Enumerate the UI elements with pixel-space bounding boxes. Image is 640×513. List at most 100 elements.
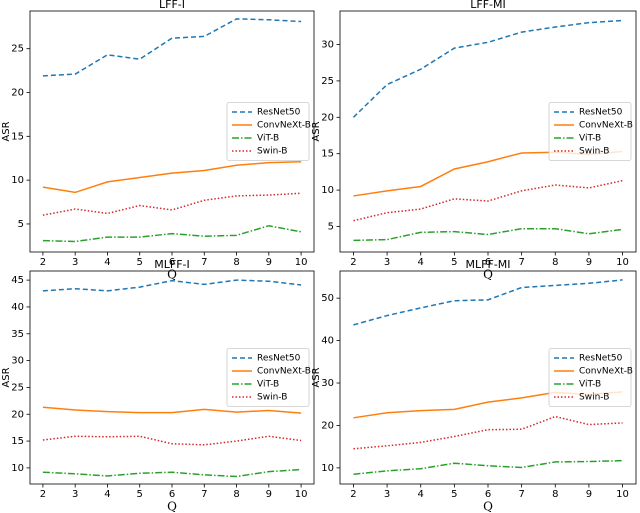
series-line: [353, 279, 623, 326]
legend-box: [548, 102, 632, 161]
x-tick-label: 5: [137, 257, 143, 268]
x-axis-label: Q: [483, 268, 493, 282]
x-tick-label: 10: [295, 489, 308, 500]
y-tick-label: 15: [321, 149, 334, 160]
legend-label: ResNet50: [257, 108, 301, 118]
series-line: [353, 227, 623, 242]
x-tick-label: 9: [586, 489, 592, 500]
y-tick-label: 40: [321, 336, 334, 347]
y-tick-label: 30: [11, 356, 24, 367]
y-axis-label: ASR: [311, 121, 322, 141]
legend-box: [548, 348, 632, 407]
x-tick-label: 7: [518, 489, 524, 500]
x-tick-label: 8: [233, 257, 239, 268]
legend-label: ResNet50: [579, 354, 623, 364]
legend-label: ConvNeXt-B: [257, 121, 311, 131]
x-tick-label: 4: [104, 489, 110, 500]
legend-label: Swin-B: [579, 147, 609, 157]
x-tick-label: 3: [384, 489, 390, 500]
x-tick-label: 10: [616, 257, 629, 268]
series-line: [42, 435, 302, 446]
x-tick-label: 6: [169, 257, 175, 268]
y-tick-label: 20: [11, 88, 24, 99]
x-tick-label: 10: [616, 489, 629, 500]
y-axis-label: ASR: [311, 367, 322, 387]
x-tick-label: 6: [169, 489, 175, 500]
y-tick-label: 20: [321, 112, 334, 123]
chart-title: MLFF-MI: [466, 258, 511, 271]
plot-frame: [339, 270, 637, 485]
x-axis-label: Q: [167, 500, 177, 513]
x-tick-label: 3: [72, 489, 78, 500]
legend-label: ViT-B: [579, 134, 601, 144]
y-tick-label: 40: [11, 302, 24, 313]
y-tick-label: 15: [11, 436, 24, 447]
x-tick-label: 3: [72, 257, 78, 268]
x-tick-label: 7: [518, 257, 524, 268]
x-tick-label: 2: [350, 257, 356, 268]
x-tick-label: 5: [451, 489, 457, 500]
series-line: [353, 179, 623, 222]
x-tick-label: 4: [418, 257, 424, 268]
series-line: [42, 160, 302, 194]
x-axis-label: Q: [167, 268, 177, 282]
y-tick-label: 10: [11, 175, 24, 186]
y-tick-label: 25: [321, 76, 334, 87]
legend-label: ResNet50: [257, 354, 301, 364]
x-tick-label: 8: [233, 489, 239, 500]
y-tick-label: 50: [321, 293, 334, 304]
legend-label: ConvNeXt-B: [579, 367, 633, 377]
series-line: [42, 224, 302, 243]
x-tick-label: 6: [485, 489, 491, 500]
y-tick-label: 15: [11, 131, 24, 142]
x-tick-label: 8: [552, 257, 558, 268]
x-tick-label: 4: [418, 489, 424, 500]
legend-box: [226, 102, 310, 161]
x-tick-label: 8: [552, 489, 558, 500]
y-axis-label: ASR: [1, 121, 12, 141]
x-tick-label: 2: [40, 257, 46, 268]
legend-label: ViT-B: [579, 380, 601, 390]
series-line: [42, 468, 302, 478]
x-tick-label: 9: [266, 489, 272, 500]
y-tick-label: 25: [11, 44, 24, 55]
legend-label: ViT-B: [257, 380, 279, 390]
x-tick-label: 10: [295, 257, 308, 268]
x-tick-label: 5: [137, 489, 143, 500]
x-tick-label: 7: [201, 257, 207, 268]
plot-frame: [29, 10, 315, 253]
y-tick-label: 20: [11, 409, 24, 420]
y-tick-label: 25: [11, 382, 24, 393]
x-tick-label: 2: [350, 489, 356, 500]
x-tick-label: 5: [451, 257, 457, 268]
series-line: [353, 415, 623, 450]
legend-label: Swin-B: [579, 393, 609, 403]
x-tick-label: 4: [104, 257, 110, 268]
x-tick-label: 9: [586, 257, 592, 268]
series-line: [42, 406, 302, 414]
chart-title: LFF-I: [159, 0, 185, 11]
legend-label: ConvNeXt-B: [579, 121, 633, 131]
x-tick-label: 2: [40, 489, 46, 500]
x-tick-label: 7: [201, 489, 207, 500]
series-line: [353, 459, 623, 475]
chart-title: MLFF-I: [154, 258, 190, 271]
series-line: [42, 18, 302, 77]
y-tick-label: 45: [11, 275, 24, 286]
y-tick-label: 35: [11, 329, 24, 340]
y-tick-label: 30: [321, 378, 334, 389]
y-tick-label: 30: [321, 39, 334, 50]
series-line: [42, 279, 302, 292]
legend-label: ResNet50: [579, 108, 623, 118]
x-axis-label: Q: [483, 500, 493, 513]
x-tick-label: 3: [384, 257, 390, 268]
plot-frame: [29, 270, 315, 485]
legend-label: Swin-B: [257, 147, 287, 157]
y-tick-label: 10: [321, 185, 334, 196]
x-tick-label: 6: [485, 257, 491, 268]
y-tick-label: 5: [328, 222, 334, 233]
chart-title: LFF-MI: [470, 0, 506, 11]
y-tick-label: 5: [18, 219, 24, 230]
series-line: [352, 19, 623, 118]
